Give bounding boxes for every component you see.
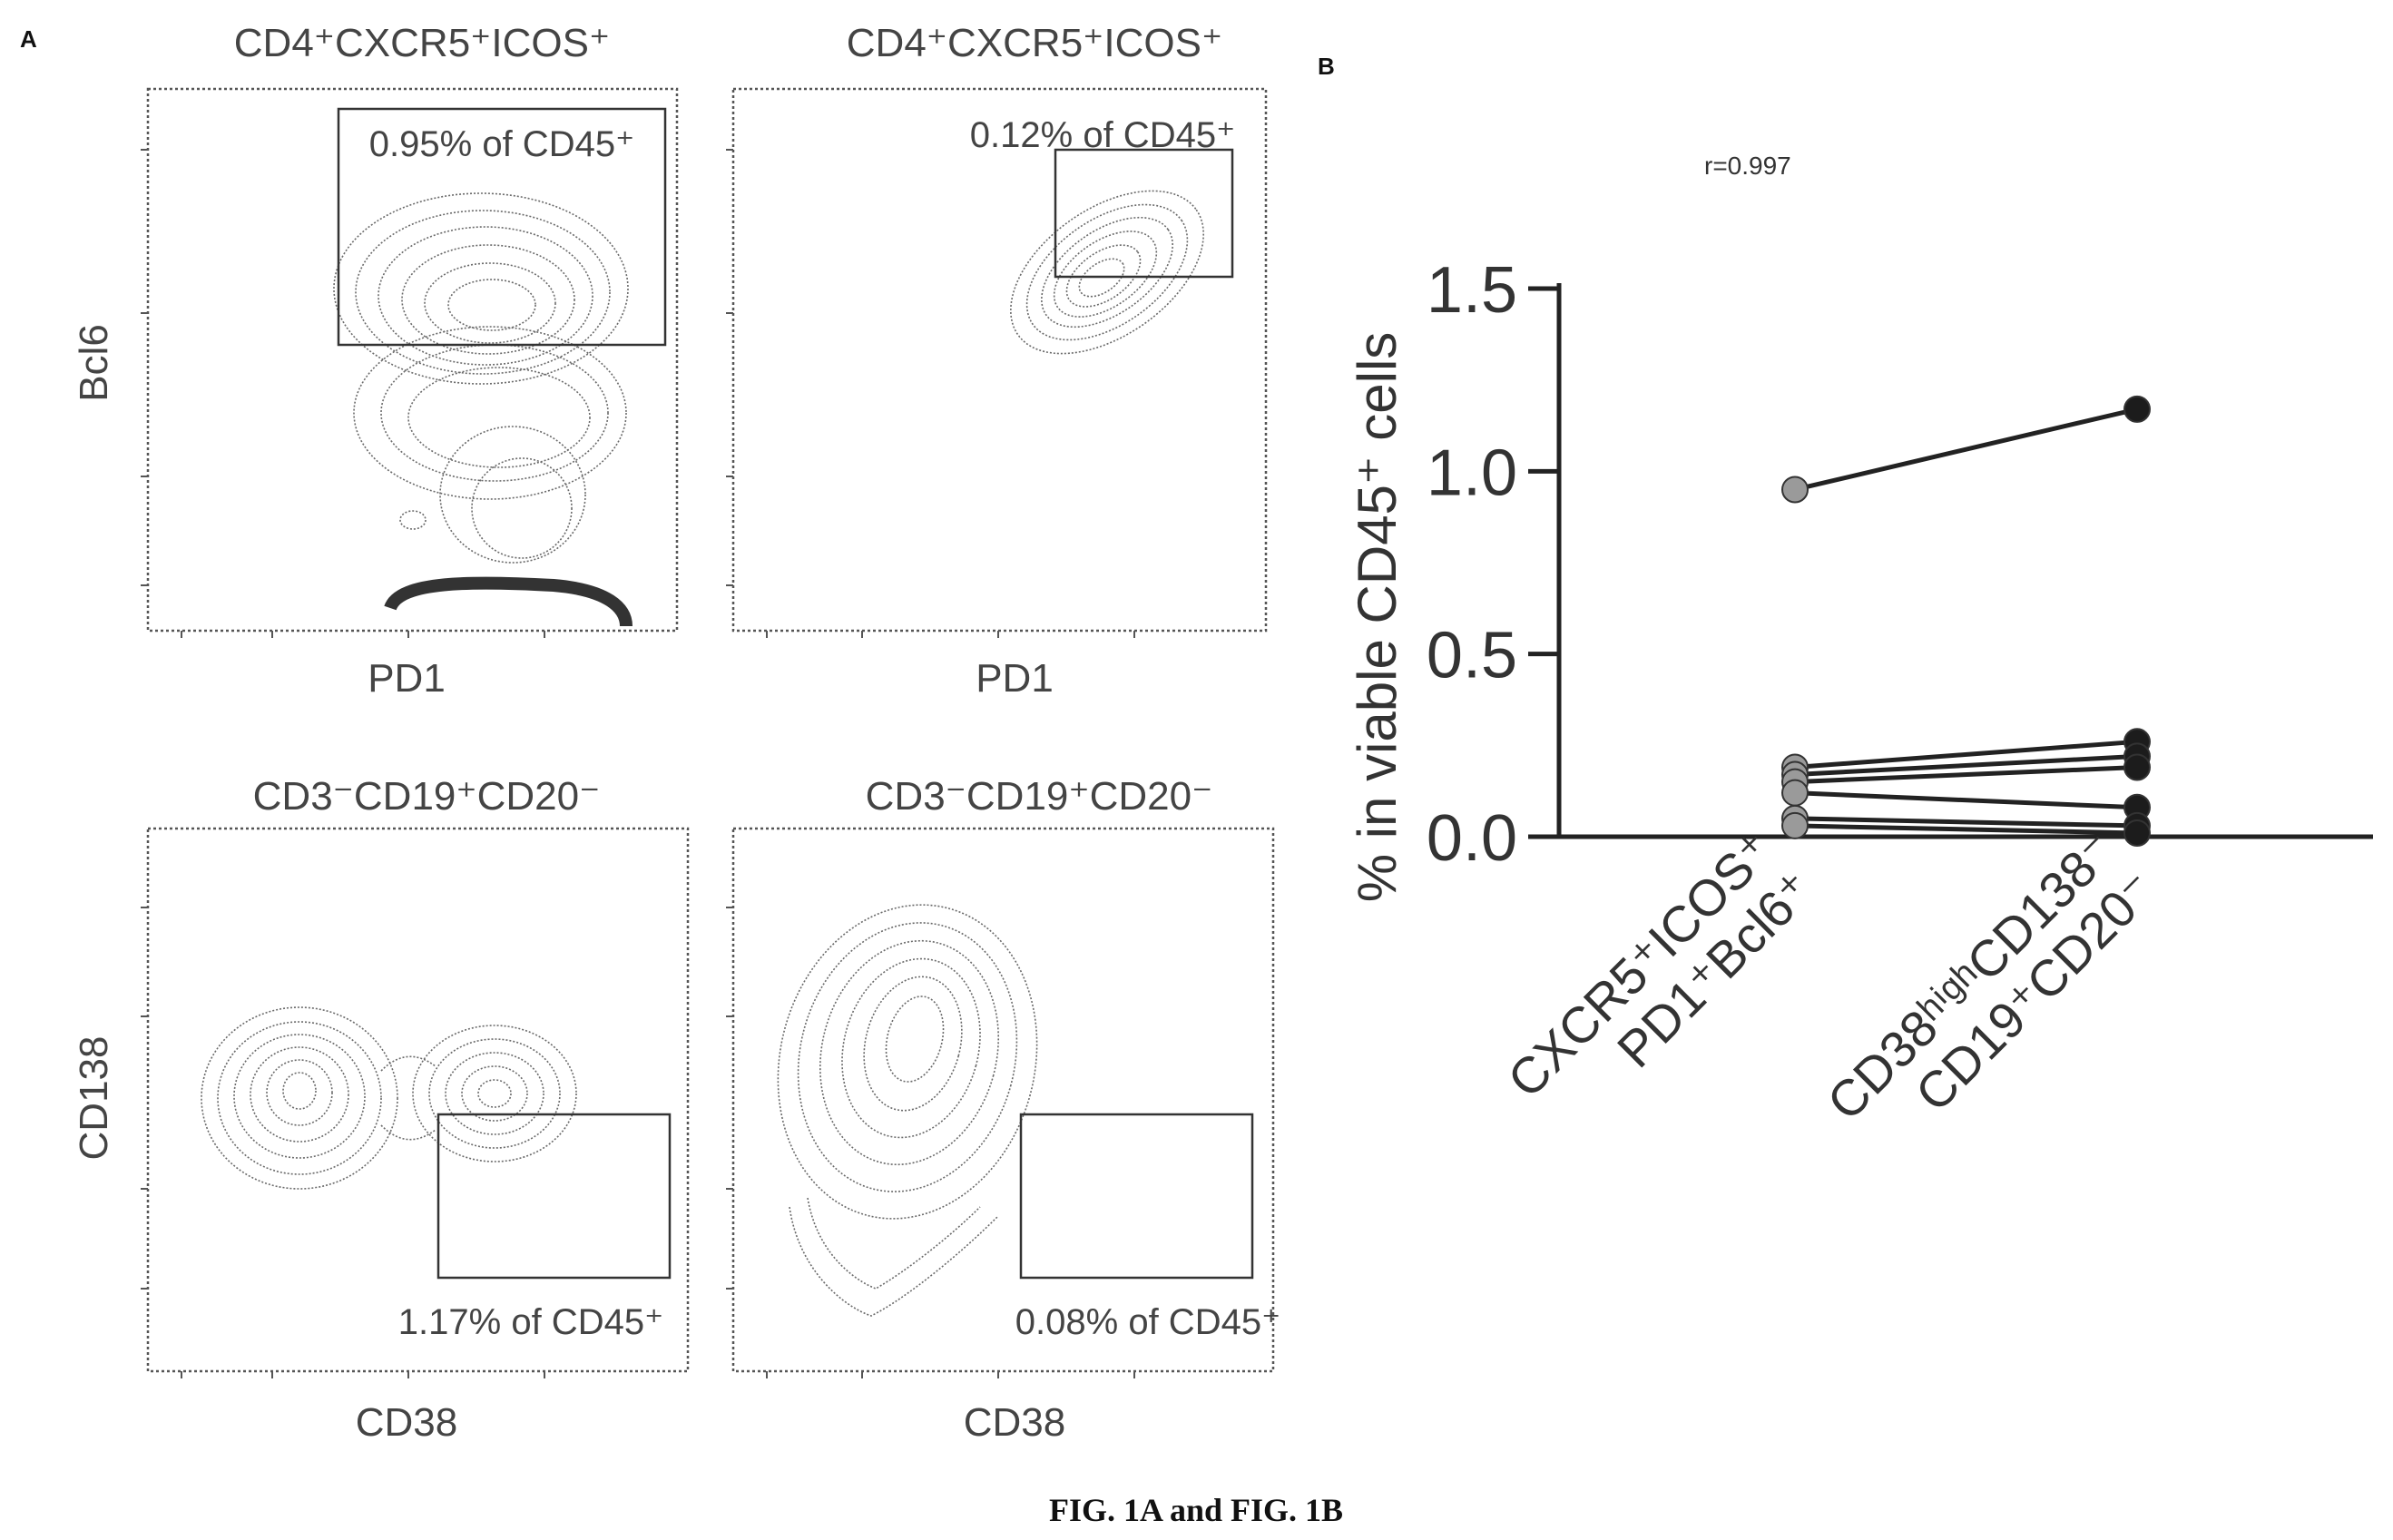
gate-label: 0.95% of CD45⁺ (369, 124, 634, 164)
series-5 (1781, 779, 2151, 821)
flow-plot-cd138-cd38-2: CD3⁻CD19⁺CD20⁻ 0.08% of CD45⁺ CD38 (726, 774, 1280, 1445)
gate-box (1054, 148, 1234, 279)
y-tick-label: 0.5 (1427, 620, 1517, 692)
contour-population (333, 192, 633, 627)
x-axis-label: PD1 (976, 656, 1054, 701)
series-line (1794, 407, 2138, 492)
panel-b-letter: B (1318, 53, 1335, 80)
y-tick-label: 1.0 (1427, 436, 1517, 509)
category-label-1: CXCR5⁺ICOS⁺ PD1⁺Bcl6⁺ (1496, 820, 1824, 1108)
y-ticks: 0.0 0.5 1.0 1.5 (1427, 254, 1559, 875)
flow-plot-bcl6-pd1-2: CD4⁺CXCR5⁺ICOS⁺ 0.12% of CD45⁺ PD1 (726, 21, 1268, 701)
y-tick-label: 0.0 (1427, 802, 1517, 875)
figure-caption: FIG. 1A and FIG. 1B (1049, 1492, 1343, 1528)
contour-population (777, 904, 1038, 1317)
axis-ticks (141, 149, 545, 638)
flow-plot-bcl6-pd1-1: CD4⁺CXCR5⁺ICOS⁺ 0.95% of CD45⁺ PD1 Bcl6 (72, 21, 679, 701)
gate-label: 1.17% of CD45⁺ (398, 1302, 663, 1342)
gate-box (337, 107, 667, 347)
contour-population (201, 1006, 577, 1190)
data-point (2123, 819, 2151, 847)
axis-ticks (726, 149, 1135, 638)
series-line (1794, 790, 2138, 810)
correlation-annotation: r=0.997 (1704, 152, 1791, 180)
series-line (1794, 816, 2138, 829)
gate-box (436, 1113, 672, 1280)
data-point (1781, 779, 1809, 807)
plot-title: CD4⁺CXCR5⁺ICOS⁺ (234, 21, 610, 65)
series-1 (1781, 395, 2151, 504)
x-axis-label: PD1 (368, 656, 446, 701)
data-point (1781, 811, 1809, 839)
axis-ticks (726, 907, 1135, 1378)
series-line (1794, 739, 2138, 770)
y-axis-label: % in viable CD45⁺ cells (1347, 332, 1407, 903)
category-label-2: CD38ʰⁱᵍʰCD138⁻ CD19⁺CD20⁻ (1816, 820, 2166, 1131)
series-line (1794, 764, 2138, 785)
series-line (1794, 753, 2138, 778)
x-axis-label: CD38 (356, 1400, 458, 1445)
panel-a-letter: A (20, 25, 37, 53)
plot-frame (146, 827, 690, 1373)
gate-box (1019, 1113, 1254, 1280)
plot-title: CD3⁻CD19⁺CD20⁻ (253, 774, 601, 819)
paired-line-chart: 0.0 0.5 1.0 1.5 % in viable CD45⁺ cells CXC… (1347, 254, 2373, 1131)
series-line (1794, 823, 2138, 836)
y-tick-label: 1.5 (1427, 254, 1517, 327)
data-point (1781, 476, 1809, 504)
plot-title: CD3⁻CD19⁺CD20⁻ (866, 774, 1213, 819)
series-group (1781, 395, 2151, 847)
y-axis-label: Bcl6 (72, 324, 116, 402)
flow-plot-cd138-cd38-1: CD3⁻CD19⁺CD20⁻ 1.17% of CD45⁺ CD38 CD138 (72, 774, 690, 1445)
y-axis-label: CD138 (72, 1036, 116, 1161)
gate-label: 0.12% of CD45⁺ (970, 115, 1235, 155)
plot-frame (731, 87, 1268, 633)
data-point (2123, 395, 2151, 423)
plot-title: CD4⁺CXCR5⁺ICOS⁺ (847, 21, 1222, 65)
data-point (2123, 753, 2151, 781)
x-axis-label: CD38 (964, 1400, 1066, 1445)
axis-ticks (141, 907, 545, 1378)
series-7 (1781, 811, 2151, 847)
plot-frame (731, 827, 1275, 1373)
plot-frame (146, 87, 679, 633)
contour-population (1010, 190, 1204, 355)
gate-label: 0.08% of CD45⁺ (1015, 1302, 1280, 1342)
